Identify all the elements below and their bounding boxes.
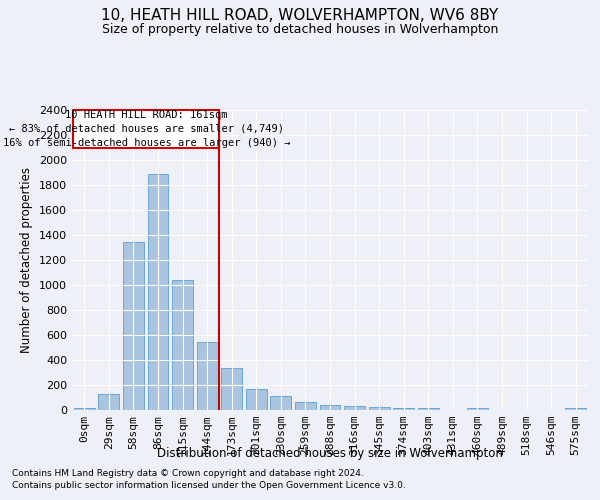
Bar xyxy=(221,368,242,410)
Bar xyxy=(172,280,193,410)
Bar xyxy=(344,406,365,410)
Text: Contains public sector information licensed under the Open Government Licence v3: Contains public sector information licen… xyxy=(12,481,406,490)
Bar xyxy=(271,396,292,410)
Bar xyxy=(246,390,267,410)
Bar xyxy=(123,242,144,410)
Text: 10, HEATH HILL ROAD, WOLVERHAMPTON, WV6 8BY: 10, HEATH HILL ROAD, WOLVERHAMPTON, WV6 … xyxy=(101,8,499,22)
Text: Distribution of detached houses by size in Wolverhampton: Distribution of detached houses by size … xyxy=(157,448,503,460)
Bar xyxy=(197,342,218,410)
Bar xyxy=(467,408,488,410)
Bar xyxy=(148,174,169,410)
Bar xyxy=(98,394,119,410)
Text: Size of property relative to detached houses in Wolverhampton: Size of property relative to detached ho… xyxy=(102,22,498,36)
Text: 10 HEATH HILL ROAD: 161sqm
← 83% of detached houses are smaller (4,749)
16% of s: 10 HEATH HILL ROAD: 161sqm ← 83% of deta… xyxy=(2,110,290,148)
Y-axis label: Number of detached properties: Number of detached properties xyxy=(20,167,34,353)
Bar xyxy=(393,408,414,410)
Bar xyxy=(418,408,439,410)
Bar xyxy=(565,408,586,410)
Bar xyxy=(368,407,389,410)
FancyBboxPatch shape xyxy=(73,110,220,148)
Bar xyxy=(295,402,316,410)
Text: Contains HM Land Registry data © Crown copyright and database right 2024.: Contains HM Land Registry data © Crown c… xyxy=(12,468,364,477)
Bar xyxy=(320,405,340,410)
Bar xyxy=(74,408,95,410)
